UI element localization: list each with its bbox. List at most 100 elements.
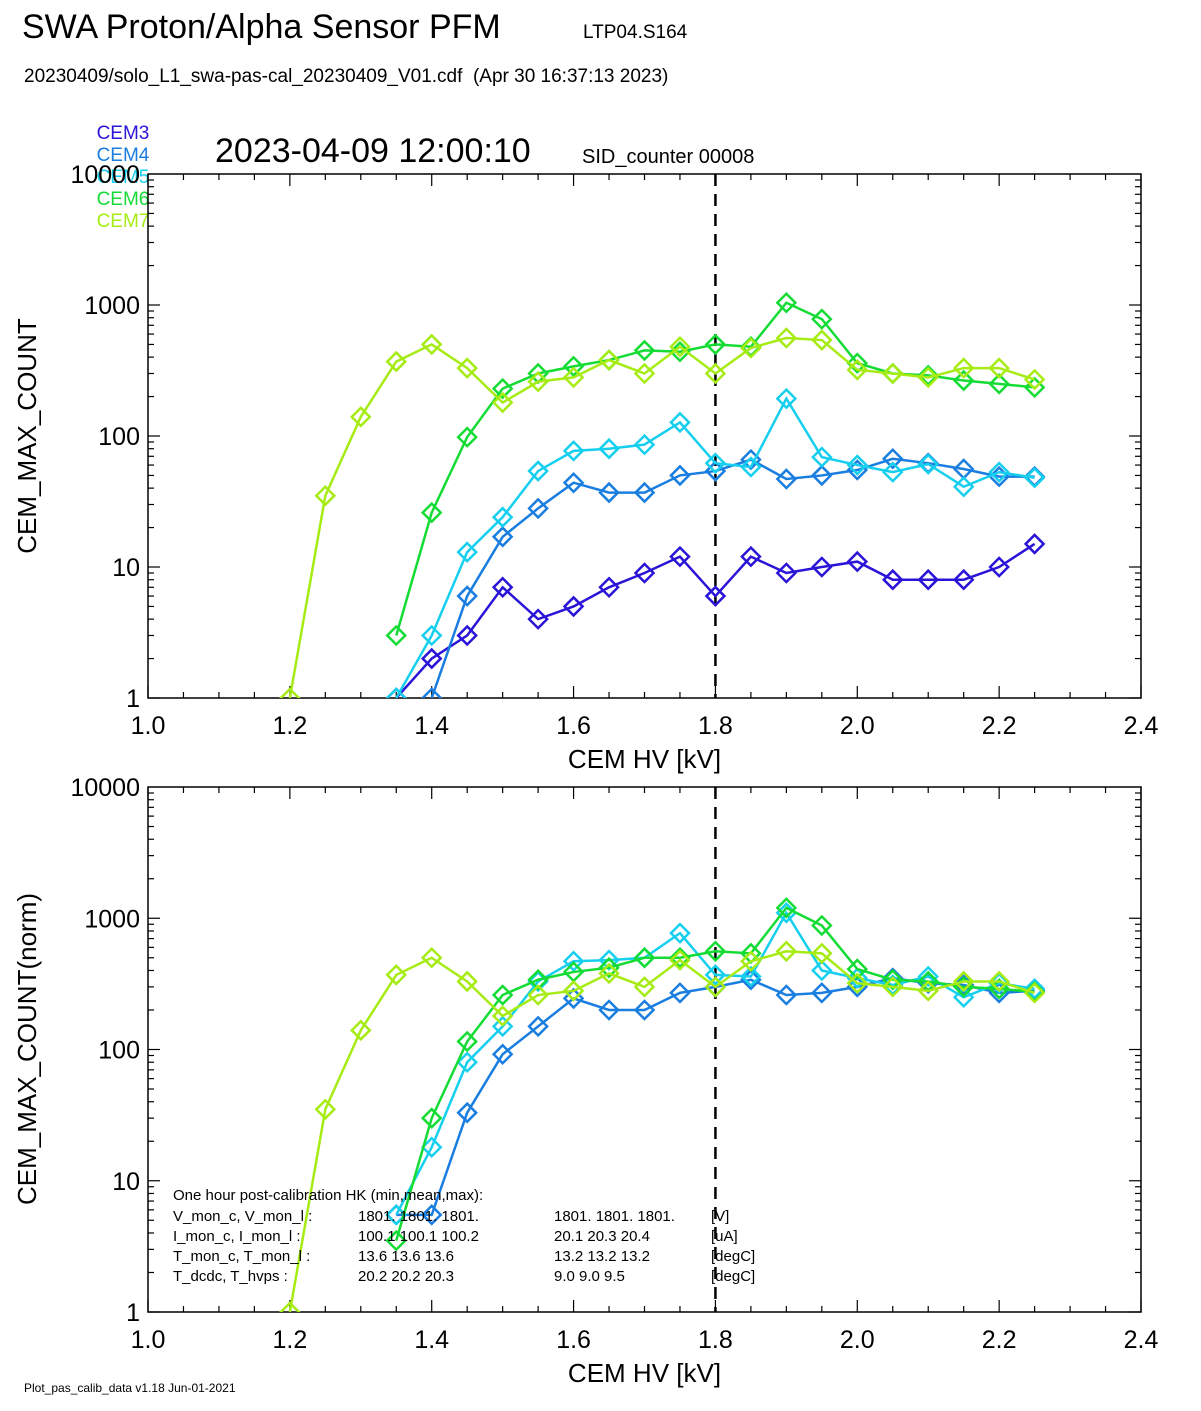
data-point-cem6 (385, 624, 408, 647)
data-point-cem3 (633, 562, 656, 584)
data-point-cem6 (704, 940, 727, 963)
data-point-cem3 (704, 585, 727, 607)
data-point-cem5 (491, 1015, 514, 1038)
data-point-cem4 (420, 687, 443, 698)
x-axis-label: CEM HV [kV] (568, 744, 721, 774)
data-point-cem7 (598, 962, 620, 985)
data-point-cem7 (1023, 368, 1046, 391)
data-point-cem5 (740, 456, 762, 478)
data-point-cem3 (775, 562, 798, 584)
legend-cem3: CEM3 (96, 123, 150, 144)
series-line-cem7 (288, 336, 1035, 698)
hk-row-l: 1801. 1801. 1801. (554, 1208, 675, 1225)
data-point-cem5 (704, 964, 727, 986)
hk-row-unit: [uA] (711, 1228, 738, 1245)
data-point-cem5 (1023, 978, 1046, 1000)
data-point-cem5 (633, 433, 656, 456)
file-info: 20230409/solo_L1_swa-pas-cal_20230409_V0… (24, 66, 669, 87)
data-point-cem5 (385, 687, 408, 698)
data-point-cem4 (669, 464, 691, 487)
x-tick-label: 1.2 (272, 712, 307, 740)
data-point-cem5 (988, 461, 1010, 483)
data-point-cem4 (633, 481, 656, 504)
series-line-cem7 (288, 950, 1035, 1312)
data-point-cem6 (846, 352, 869, 374)
hk-row-unit: [degC] (711, 1248, 755, 1265)
data-point-cem7 (988, 357, 1010, 379)
hk-row-c: 100.1 100.1 100.2 (358, 1228, 479, 1245)
data-point-cem4 (598, 481, 620, 504)
data-point-cem6 (775, 897, 798, 919)
data-point-cem7 (952, 357, 975, 379)
data-point-cem6 (1023, 376, 1046, 399)
data-point-cem7 (527, 984, 549, 1006)
data-point-cem7 (775, 940, 798, 963)
data-point-cem7 (350, 1019, 372, 1042)
data-point-cem7 (633, 976, 656, 998)
data-point-cem6 (598, 956, 620, 979)
y-tick-label: 10 (112, 1168, 140, 1196)
data-point-cem7 (562, 980, 585, 1002)
series-line-cem3 (395, 542, 1036, 698)
data-point-cem7 (385, 964, 408, 986)
data-point-cem3 (952, 568, 975, 591)
data-point-cem7 (704, 976, 727, 998)
data-point-cem3 (988, 556, 1010, 578)
data-point-cem3 (846, 550, 869, 573)
data-point-cem6 (420, 501, 443, 524)
timestamp: 2023-04-09 12:00:10 (215, 132, 531, 170)
data-point-cem5 (491, 506, 514, 528)
data-point-cem4 (669, 982, 691, 1004)
data-point-cem7 (1023, 982, 1046, 1004)
data-point-cem3 (881, 568, 904, 591)
hk-row-l: 9.0 9.0 9.5 (554, 1268, 625, 1285)
data-point-cem3 (456, 624, 478, 647)
data-point-cem4 (491, 1043, 514, 1066)
hk-row-unit: [degC] (711, 1268, 755, 1285)
x-tick-label: 2.4 (1124, 1326, 1159, 1354)
series-group (279, 292, 1046, 698)
data-point-cem6 (775, 292, 798, 314)
data-point-cem6 (385, 1229, 408, 1252)
y-tick-label: 1 (126, 1299, 140, 1327)
x-tick-label: 1.0 (131, 712, 166, 740)
x-tick-label: 1.8 (698, 712, 733, 740)
data-point-cem6 (562, 355, 585, 378)
legend: CEM3 CEM4 CEM5 CEM6 CEM7 (86, 101, 168, 233)
data-point-cem5 (385, 1204, 408, 1226)
hk-row-c: 13.6 13.6 13.6 (358, 1248, 454, 1265)
hk-row-unit: [V] (711, 1208, 729, 1225)
data-point-cem4 (704, 460, 727, 482)
data-point-cem4 (811, 464, 833, 487)
x-tick-label: 2.0 (840, 712, 875, 740)
data-point-cem3 (811, 556, 833, 578)
x-tick-label: 2.2 (982, 1326, 1017, 1354)
test-code: LTP04.S164 (583, 22, 688, 43)
data-point-cem3 (598, 576, 620, 599)
x-tick-label: 1.8 (698, 1326, 733, 1354)
x-axis-label: CEM HV [kV] (568, 1358, 721, 1388)
data-point-cem7 (740, 950, 762, 973)
data-point-cem6 (811, 308, 833, 330)
hk-box: One hour post-calibration HK (min,mean,m… (173, 1187, 755, 1285)
data-point-cem3 (562, 595, 585, 618)
data-point-cem6 (846, 958, 869, 980)
data-point-cem6 (811, 914, 833, 937)
data-point-cem7 (775, 327, 798, 349)
y-axis-label: CEM_MAX_COUNT (12, 318, 42, 554)
series-group (279, 897, 1046, 1312)
data-point-cem7 (491, 1005, 514, 1027)
hk-row-label: I_mon_c, I_mon_l : (173, 1228, 301, 1245)
x-tick-label: 1.6 (556, 1326, 591, 1354)
data-point-cem6 (988, 373, 1010, 395)
legend-cem4: CEM4 (96, 145, 150, 166)
x-tick-label: 1.2 (272, 1326, 307, 1354)
data-point-cem4 (456, 585, 478, 607)
data-point-cem4 (491, 526, 514, 548)
y-axis-label: CEM_MAX_COUNT(norm) (12, 893, 42, 1205)
data-point-cem7 (669, 949, 691, 971)
data-point-cem3 (1023, 533, 1046, 555)
data-point-cem7 (350, 406, 372, 428)
data-point-cem7 (491, 391, 514, 414)
data-point-cem5 (1023, 466, 1046, 489)
